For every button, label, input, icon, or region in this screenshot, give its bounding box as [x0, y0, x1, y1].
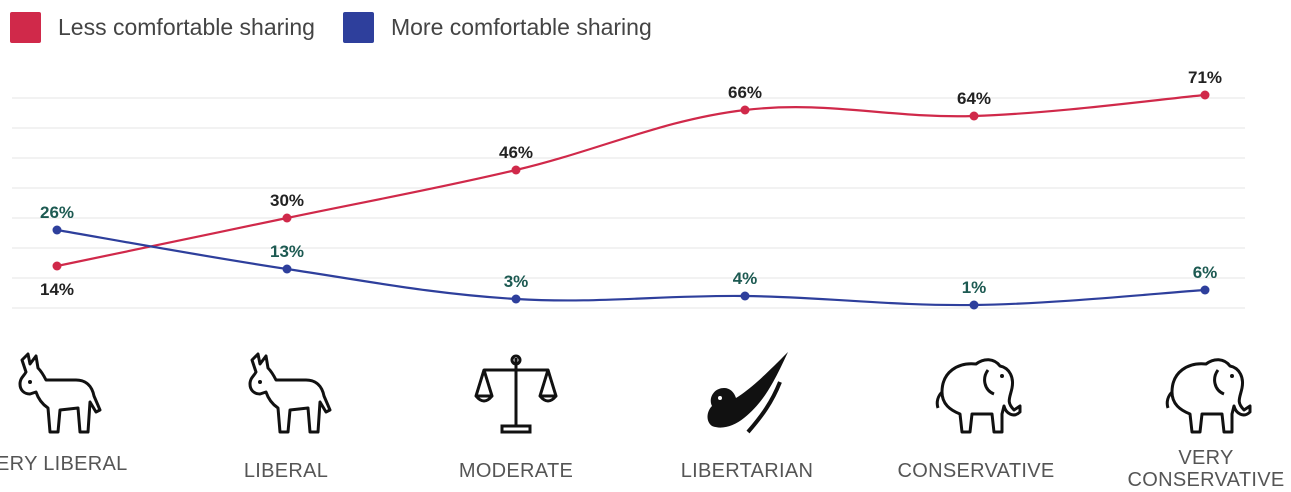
data-label-less: 66% [728, 83, 762, 102]
legend-item-more: More comfortable sharing [342, 12, 652, 43]
category-label-moderate: MODERATE [458, 460, 574, 482]
data-point-less [969, 111, 979, 121]
data-point-more [52, 225, 62, 235]
category-label-very-liberal: VERY LIBERAL [0, 453, 128, 475]
series-line-less [56, 93, 1206, 268]
data-points [52, 90, 1210, 310]
series-line-more [56, 228, 1206, 307]
legend-item-less: Less comfortable sharing [10, 12, 315, 43]
legend-swatch-less [10, 12, 41, 43]
data-label-less: 71% [1188, 68, 1222, 87]
category-label-very-conservative: VERY CONSERVATIVE [1127, 447, 1285, 491]
data-label-less: 30% [270, 191, 304, 210]
category-label-libertarian: LIBERTARIAN [680, 460, 814, 482]
data-point-more [511, 294, 521, 304]
series-lines [56, 93, 1206, 307]
legend-label-more: More comfortable sharing [390, 14, 652, 40]
legend: Less comfortable sharing More comfortabl… [10, 12, 680, 43]
legend-label-less: Less comfortable sharing [58, 14, 315, 40]
data-point-less [282, 213, 292, 223]
elephant-icon [1165, 358, 1252, 434]
data-labels: 14% 30% 46% 66% 64% 71% 26% 13% 3% 4% 1% 6% [40, 68, 1222, 299]
scales-icon [474, 354, 558, 434]
grid [12, 97, 1245, 309]
data-label-less: 46% [499, 143, 533, 162]
category-label-conservative: CONSERVATIVE [897, 460, 1055, 482]
data-label-less: 64% [957, 89, 991, 108]
data-label-more: 1% [962, 278, 987, 297]
donkey-icon [18, 352, 102, 434]
data-point-less [740, 105, 750, 115]
data-point-less [1200, 90, 1210, 100]
data-label-more: 3% [504, 272, 529, 291]
data-point-more [969, 300, 979, 310]
data-label-more: 4% [733, 269, 758, 288]
data-label-more: 26% [40, 203, 74, 222]
data-point-more [740, 291, 750, 301]
elephant-icon [935, 358, 1022, 434]
data-label-less: 14% [40, 280, 74, 299]
data-point-more [282, 264, 292, 274]
legend-swatch-more [342, 12, 374, 43]
eagle-icon [705, 350, 790, 434]
data-point-more [1200, 285, 1210, 295]
data-label-more: 6% [1193, 263, 1218, 282]
category-label-liberal: LIBERAL [243, 460, 329, 482]
data-point-less [52, 261, 62, 271]
data-point-less [511, 165, 521, 175]
donkey-icon [248, 352, 332, 434]
data-label-more: 13% [270, 242, 304, 261]
